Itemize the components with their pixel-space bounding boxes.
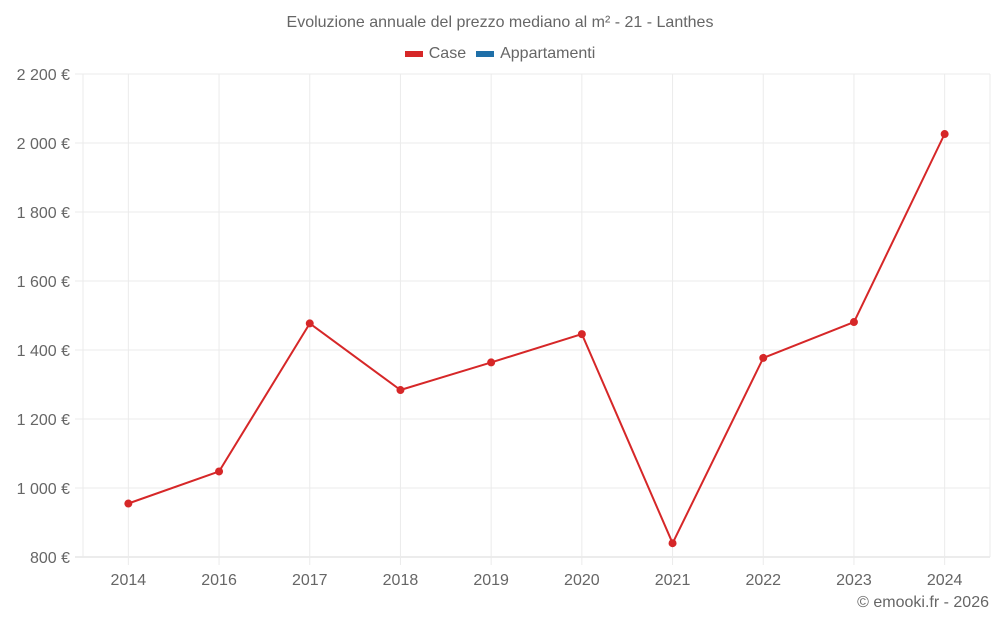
legend-label-appartamenti: Appartamenti (500, 45, 596, 62)
series-case (124, 130, 949, 548)
x-tick-label: 2023 (836, 572, 872, 589)
chart-title: Evoluzione annuale del prezzo mediano al… (286, 14, 714, 31)
y-tick-label: 800 € (30, 550, 70, 567)
y-tick-label: 1 200 € (17, 412, 70, 429)
data-point[interactable] (759, 353, 768, 362)
x-tick-label: 2018 (383, 572, 419, 589)
x-tick-label: 2014 (111, 572, 147, 589)
data-point[interactable] (124, 499, 133, 508)
grid-lines (75, 73, 991, 565)
y-tick-label: 1 400 € (17, 343, 70, 360)
data-point[interactable] (849, 318, 858, 327)
legend-label-case: Case (428, 45, 467, 62)
credit: © emooki.fr - 2026 (857, 594, 989, 611)
data-point[interactable] (396, 386, 405, 395)
data-point[interactable] (215, 467, 224, 476)
data-point[interactable] (487, 358, 496, 367)
x-tick-label: 2021 (655, 572, 691, 589)
legend-item-case[interactable]: Case (404, 45, 467, 63)
legend: Case Appartamenti (0, 45, 1000, 63)
legend-swatch-appartamenti (476, 51, 495, 57)
data-point[interactable] (305, 319, 314, 328)
x-tick-label: 2017 (292, 572, 328, 589)
x-tick-label: 2020 (564, 572, 600, 589)
y-tick-label: 1 600 € (17, 274, 70, 291)
data-point[interactable] (940, 130, 949, 139)
x-tick-label: 2016 (201, 572, 237, 589)
y-tick-label: 2 200 € (17, 67, 70, 84)
x-axis: 2014 2016 2017 2018 2019 2020 2021 2022 2023 2024 (111, 572, 963, 589)
y-tick-label: 2 000 € (17, 136, 70, 153)
x-tick-label: 2024 (927, 572, 963, 589)
data-point[interactable] (668, 539, 677, 548)
y-tick-label: 1 800 € (17, 205, 70, 222)
legend-item-appartamenti[interactable]: Appartamenti (476, 45, 595, 63)
data-point[interactable] (577, 330, 586, 339)
y-axis: 800 € 1 000 € 1 200 € 1 400 € 1 600 € 1 800 €… (17, 67, 70, 567)
y-tick-label: 1 000 € (17, 481, 70, 498)
legend-swatch-case (404, 51, 423, 57)
x-tick-label: 2022 (745, 572, 781, 589)
x-tick-label: 2019 (473, 572, 509, 589)
